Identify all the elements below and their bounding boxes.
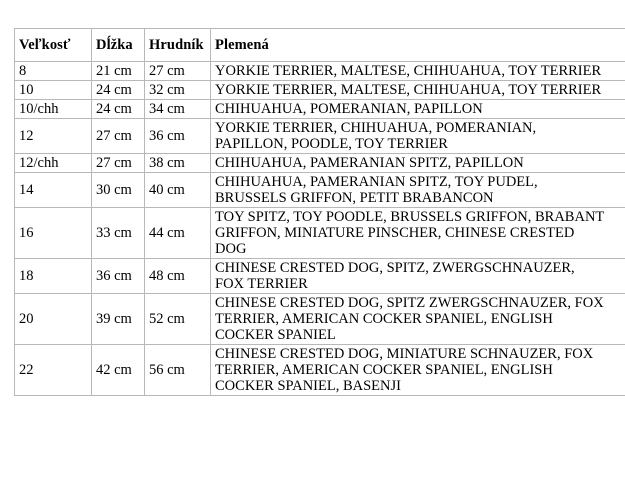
cell-chest: 48 cm [144,258,211,294]
cell-breeds: TOY SPITZ, TOY POODLE, BRUSSELS GRIFFON,… [210,207,625,259]
cell-breeds: CHIHUAHUA, POMERANIAN, PAPILLON [210,99,625,119]
cell-breeds: YORKIE TERRIER, CHIHUAHUA, POMERANIAN, PA… [210,118,625,154]
cell-breeds: CHIHUAHUA, PAMERANIAN SPITZ, TOY PUDEL, B… [210,172,625,208]
cell-length: 27 cm [91,118,145,154]
cell-breeds: CHINESE CRESTED DOG, MINIATURE SCHNAUZER… [210,344,625,396]
cell-chest: 34 cm [144,99,211,119]
cell-length: 21 cm [91,61,145,81]
cell-chest: 52 cm [144,293,211,345]
breed-line: COCKER SPANIEL [215,327,336,343]
cell-size: 18 [14,258,92,294]
cell-size: 12/chh [14,153,92,173]
table-row: 22 42 cm 56 cm CHINESE CRESTED DOG, MINIATU… [14,344,625,396]
table-row: 20 39 cm 52 cm CHINESE CRESTED DOG, SPITZ Z… [14,293,625,345]
cell-length: 24 cm [91,99,145,119]
table-row: 14 30 cm 40 cm CHIHUAHUA, PAMERANIAN SPITZ,… [14,172,625,208]
breed-line: COCKER SPANIEL, BASENJI [215,378,401,394]
breed-line: GRIFFON, MINIATURE PINSCHER, CHINESE CRE… [215,225,575,241]
size-table: Veľkosť Dĺžka Hrudník Plemená 8 21 cm 27 c… [14,28,625,396]
cell-breeds: CHINESE CRESTED DOG, SPITZ, ZWERGSCHNAUZ… [210,258,625,294]
cell-breeds: YORKIE TERRIER, MALTESE, CHIHUAHUA, TOY … [210,80,625,100]
cell-size: 16 [14,207,92,259]
cell-size: 20 [14,293,92,345]
breed-line: CHINESE CRESTED DOG, SPITZ ZWERGSCHNAUZE… [215,295,604,311]
breed-line: CHINESE CRESTED DOG, MINIATURE SCHNAUZER… [215,346,594,362]
breed-line: CHIHUAHUA, PAMERANIAN SPITZ, TOY PUDEL, [215,174,538,190]
cell-length: 33 cm [91,207,145,259]
cell-chest: 36 cm [144,118,211,154]
cell-length: 36 cm [91,258,145,294]
table-row: 12/chh 27 cm 38 cm CHIHUAHUA, PAMERANIAN SP… [14,153,625,173]
breed-line: YORKIE TERRIER, CHIHUAHUA, POMERANIAN, [215,120,537,136]
table-row: 8 21 cm 27 cm YORKIE TERRIER, MALTESE, CHIH… [14,61,625,81]
breed-line: CHIHUAHUA, POMERANIAN, PAPILLON [215,101,483,117]
cell-chest: 38 cm [144,153,211,173]
table-row: 16 33 cm 44 cm TOY SPITZ, TOY POODLE, BRUSS… [14,207,625,259]
column-header-length: Dĺžka [91,28,145,62]
cell-size: 10/chh [14,99,92,119]
breed-line: YORKIE TERRIER, MALTESE, CHIHUAHUA, TOY … [215,63,602,79]
cell-size: 22 [14,344,92,396]
cell-size: 12 [14,118,92,154]
column-header-size: Veľkosť [14,28,92,62]
breed-line: DOG [215,241,247,257]
cell-breeds: CHIHUAHUA, PAMERANIAN SPITZ, PAPILLON [210,153,625,173]
cell-chest: 44 cm [144,207,211,259]
cell-size: 10 [14,80,92,100]
table-row: 18 36 cm 48 cm CHINESE CRESTED DOG, SPITZ, … [14,258,625,294]
cell-chest: 32 cm [144,80,211,100]
table-body: 8 21 cm 27 cm YORKIE TERRIER, MALTESE, CHIH… [14,61,625,396]
cell-length: 42 cm [91,344,145,396]
dog-size-chart: Veľkosť Dĺžka Hrudník Plemená 8 21 cm 27 c… [14,28,625,396]
breed-line: CHINESE CRESTED DOG, SPITZ, ZWERGSCHNAUZ… [215,260,575,276]
table-row: 12 27 cm 36 cm YORKIE TERRIER, CHIHUAHUA, P… [14,118,625,154]
column-header-breeds: Plemená [210,28,625,62]
cell-size: 8 [14,61,92,81]
breed-line: YORKIE TERRIER, MALTESE, CHIHUAHUA, TOY … [215,82,602,98]
breed-line: TOY SPITZ, TOY POODLE, BRUSSELS GRIFFON,… [215,209,605,225]
breed-line: BRUSSELS GRIFFON, PETIT BRABANCON [215,190,494,206]
breed-line: CHIHUAHUA, PAMERANIAN SPITZ, PAPILLON [215,155,524,171]
column-header-chest: Hrudník [144,28,211,62]
cell-length: 24 cm [91,80,145,100]
table-header: Veľkosť Dĺžka Hrudník Plemená [14,28,625,62]
cell-chest: 56 cm [144,344,211,396]
cell-chest: 27 cm [144,61,211,81]
cell-breeds: CHINESE CRESTED DOG, SPITZ ZWERGSCHNAUZE… [210,293,625,345]
table-row: 10/chh 24 cm 34 cm CHIHUAHUA, POMERANIAN, P… [14,99,625,119]
table-row: 10 24 cm 32 cm YORKIE TERRIER, MALTESE, CHI… [14,80,625,100]
breed-line: FOX TERRIER [215,276,308,292]
cell-length: 39 cm [91,293,145,345]
cell-length: 30 cm [91,172,145,208]
table-header-row: Veľkosť Dĺžka Hrudník Plemená [14,28,625,62]
cell-chest: 40 cm [144,172,211,208]
cell-size: 14 [14,172,92,208]
breed-line: PAPILLON, POODLE, TOY TERRIER [215,136,448,152]
breed-line: TERRIER, AMERICAN COCKER SPANIEL, ENGLIS… [215,362,553,378]
cell-length: 27 cm [91,153,145,173]
breed-line: TERRIER, AMERICAN COCKER SPANIEL, ENGLIS… [215,311,553,327]
cell-breeds: YORKIE TERRIER, MALTESE, CHIHUAHUA, TOY … [210,61,625,81]
